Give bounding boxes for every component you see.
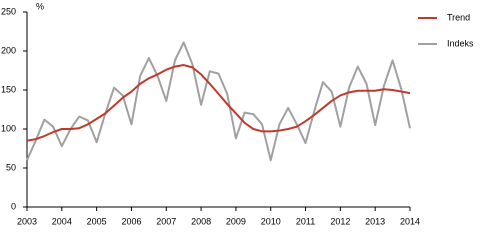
- legend-label: Trend: [447, 12, 470, 22]
- y-tick-label: 200: [1, 45, 16, 55]
- x-tick-label: 2006: [121, 216, 141, 226]
- y-tick-label: 50: [6, 162, 16, 172]
- x-tick-label: 2013: [365, 216, 385, 226]
- x-tick-label: 2009: [226, 216, 246, 226]
- legend-label: Indeks: [447, 38, 474, 48]
- x-tick-label: 2014: [400, 216, 420, 226]
- x-tick-label: 2007: [156, 216, 176, 226]
- x-tick-label: 2010: [261, 216, 281, 226]
- x-tick-label: 2008: [191, 216, 211, 226]
- x-tick-label: 2011: [296, 216, 315, 226]
- y-tick-label: 150: [1, 84, 16, 94]
- y-tick-label: 0: [11, 201, 16, 211]
- y-tick-label: 100: [1, 123, 16, 133]
- x-tick-label: 2004: [52, 216, 72, 226]
- y-tick-label: 250: [1, 6, 16, 16]
- series-line: [26, 41, 411, 162]
- x-tick-label: 2003: [17, 216, 37, 226]
- chart: % 0 50 100 150 200 250 2003 2004 2005 2006 2007 200…: [1, 1, 474, 226]
- y-axis-label: %: [36, 1, 44, 11]
- x-tick-label: 2012: [330, 216, 350, 226]
- series-line: [26, 64, 411, 142]
- x-tick-label: 2005: [87, 216, 107, 226]
